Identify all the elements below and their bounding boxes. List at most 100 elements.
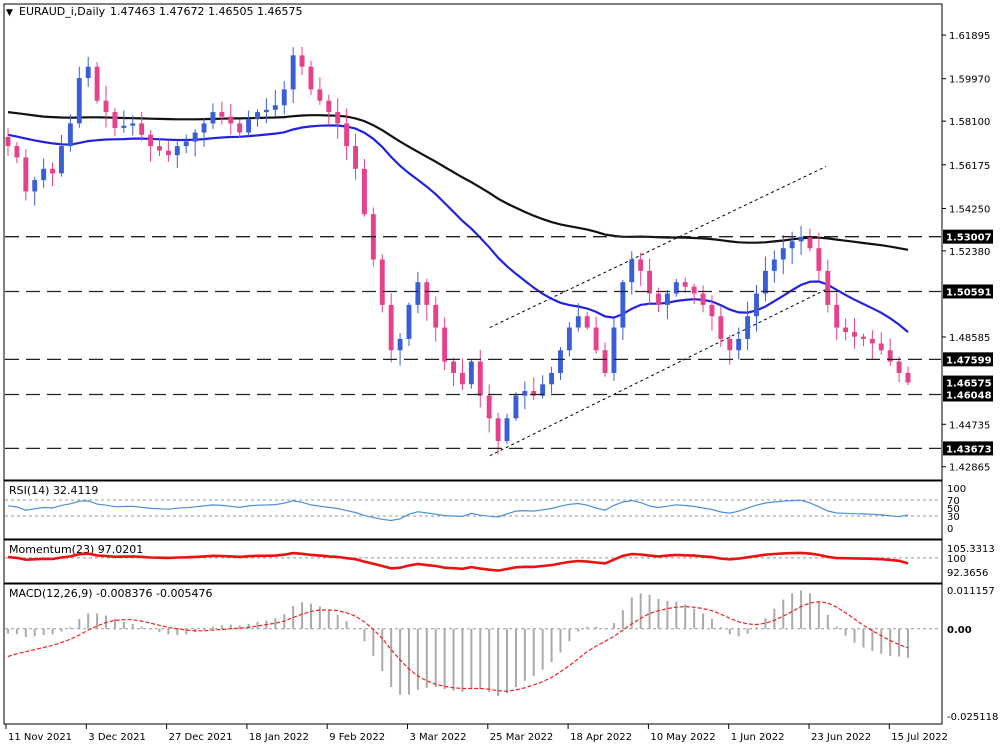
candle[interactable] [157,137,162,157]
candle[interactable] [397,333,403,366]
candle[interactable] [344,108,350,161]
candle[interactable] [139,112,145,141]
candle[interactable] [558,347,563,381]
candle[interactable] [531,377,537,400]
candle[interactable] [237,119,243,138]
candle[interactable] [442,317,448,371]
candle[interactable] [424,278,430,321]
price-pane[interactable] [3,3,943,481]
candle[interactable] [361,158,367,217]
candle[interactable] [468,358,474,389]
candle[interactable] [762,256,768,302]
candle[interactable] [183,134,189,154]
candle[interactable] [67,114,73,152]
candle[interactable] [5,128,11,156]
candle[interactable] [691,284,697,304]
candle[interactable] [522,381,528,410]
candle[interactable] [290,47,296,104]
dropdown-triangle-icon[interactable]: ▼ [6,8,13,18]
candle[interactable] [272,90,278,117]
candle[interactable] [415,271,421,314]
candle[interactable] [263,98,269,124]
candle[interactable] [379,254,385,313]
candle[interactable] [682,277,688,294]
candle[interactable] [41,158,47,188]
candle[interactable] [638,252,644,286]
candle[interactable] [460,358,465,391]
candle[interactable] [148,130,154,162]
candle[interactable] [433,296,439,342]
macd-pane[interactable] [3,583,943,725]
candle[interactable] [709,295,715,331]
candle[interactable] [23,149,29,201]
candle[interactable] [780,235,786,275]
candle[interactable] [308,60,314,95]
candle[interactable] [905,366,911,386]
candle[interactable] [745,301,751,351]
candle[interactable] [575,303,581,332]
candle[interactable] [228,104,234,135]
candle[interactable] [816,232,822,281]
candle[interactable] [192,129,198,157]
candle[interactable] [629,251,635,295]
candle[interactable] [673,278,679,297]
candle[interactable] [504,413,510,444]
candle[interactable] [59,134,64,177]
candle[interactable] [388,293,394,363]
candle[interactable] [896,356,902,383]
candle[interactable] [112,108,118,137]
candle[interactable] [326,94,332,125]
candle[interactable] [317,77,323,105]
candle[interactable] [165,140,171,162]
rsi-pane[interactable] [3,480,943,540]
candle[interactable] [566,322,572,357]
candle[interactable] [852,317,857,349]
candle[interactable] [869,330,875,360]
candle[interactable] [754,285,759,332]
candle[interactable] [103,85,109,128]
candle[interactable] [860,333,866,347]
channel-lower-line[interactable] [489,289,827,457]
candle[interactable] [513,392,519,421]
channel-upper-line[interactable] [489,166,827,329]
candle[interactable] [210,103,216,129]
candle[interactable] [50,162,56,187]
candle[interactable] [299,46,305,75]
candle[interactable] [406,302,412,347]
candle[interactable] [887,338,893,367]
candle[interactable] [718,306,724,347]
candle[interactable] [255,109,260,127]
candle[interactable] [549,366,555,394]
candle[interactable] [121,110,127,133]
candle[interactable] [878,332,884,355]
candle[interactable] [281,81,287,115]
candle[interactable] [174,141,180,168]
candle[interactable] [664,290,670,320]
candle[interactable] [130,115,136,136]
candle[interactable] [611,318,617,381]
candle[interactable] [825,259,831,313]
candle[interactable] [486,384,492,433]
candle[interactable] [201,117,207,147]
candle[interactable] [85,56,91,87]
candle[interactable] [736,327,742,360]
candle[interactable] [495,412,501,455]
candle[interactable] [798,225,804,255]
candle[interactable] [834,292,840,341]
candle[interactable] [593,316,599,354]
momentum-pane[interactable] [3,539,943,584]
candle[interactable] [647,258,653,305]
candle[interactable] [700,285,706,313]
candle[interactable] [32,176,38,206]
candle[interactable] [76,66,82,128]
candle[interactable] [451,357,456,386]
candle[interactable] [335,98,341,139]
candle[interactable] [843,318,849,341]
candle[interactable] [771,250,777,283]
candle[interactable] [246,110,252,136]
candle[interactable] [584,311,590,330]
candle[interactable] [219,101,225,125]
candle[interactable] [353,133,358,180]
candle[interactable] [14,142,20,164]
